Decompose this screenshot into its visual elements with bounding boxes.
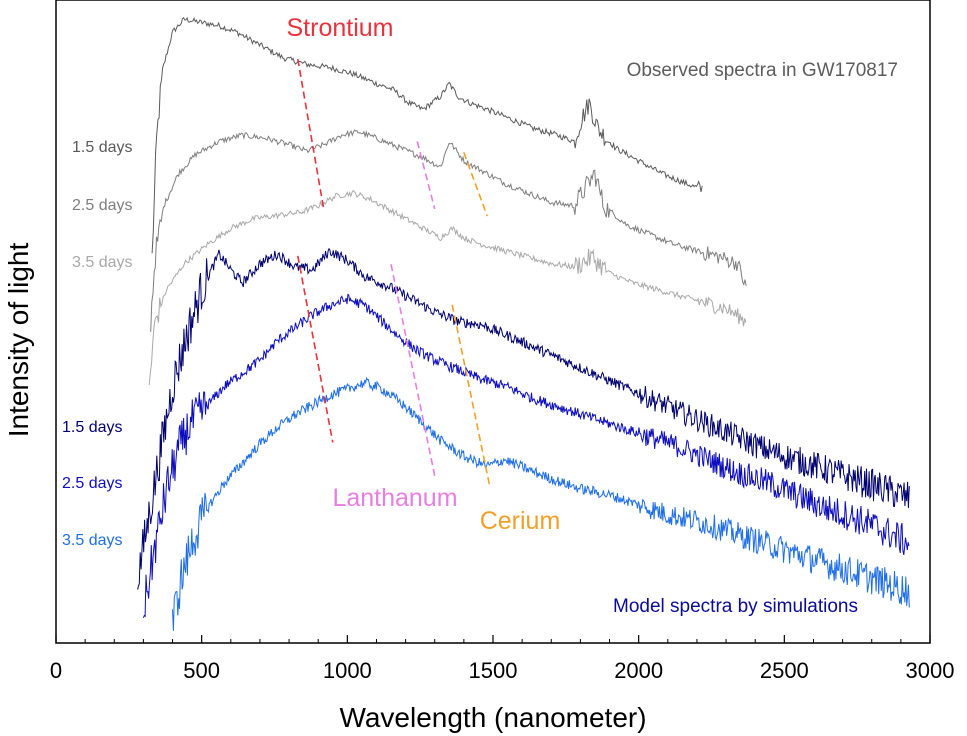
series-line-observed-3 [148, 189, 747, 386]
series-label-model-3: 3.5 days [62, 532, 122, 549]
series-line-observed-2 [150, 129, 747, 332]
x-tick-label: 1000 [323, 658, 372, 683]
series-label-observed-2: 2.5 days [72, 197, 132, 214]
strontium-label: Strontium [287, 14, 394, 42]
x-tick-label: 2500 [760, 658, 809, 683]
series-label-model-2: 2.5 days [62, 475, 122, 492]
series-line-observed-1 [151, 16, 703, 254]
x-tick-label: 2000 [614, 658, 663, 683]
lanthanum-line-model [390, 264, 436, 476]
y-axis-title: Intensity of light [3, 243, 34, 438]
lanthanum-label: Lanthanum [332, 484, 457, 512]
plot-frame [55, 0, 931, 644]
cerium-line-observed [463, 152, 488, 217]
series-line-model-2 [142, 293, 910, 618]
x-tick-label: 1500 [469, 658, 518, 683]
strontium-line-observed [297, 59, 325, 212]
x-tick-label: 500 [183, 658, 220, 683]
strontium-line-model [297, 255, 334, 443]
series-line-model-3 [172, 376, 910, 631]
cerium-line-model [451, 304, 491, 489]
lanthanum-line-observed [416, 141, 436, 210]
series-line-model-1 [137, 247, 910, 590]
model-group-label: Model spectra by simulations [613, 596, 858, 617]
series-label-observed-1: 1.5 days [72, 139, 132, 156]
x-tick-label: 3000 [906, 658, 955, 683]
x-axis-title: Wavelength (nanometer) [339, 702, 646, 733]
series-label-model-1: 1.5 days [62, 419, 122, 436]
series-label-observed-3: 3.5 days [72, 254, 132, 271]
x-tick-label: 0 [50, 658, 62, 683]
cerium-label: Cerium [480, 507, 561, 535]
observed-group-label: Observed spectra in GW170817 [627, 60, 898, 81]
